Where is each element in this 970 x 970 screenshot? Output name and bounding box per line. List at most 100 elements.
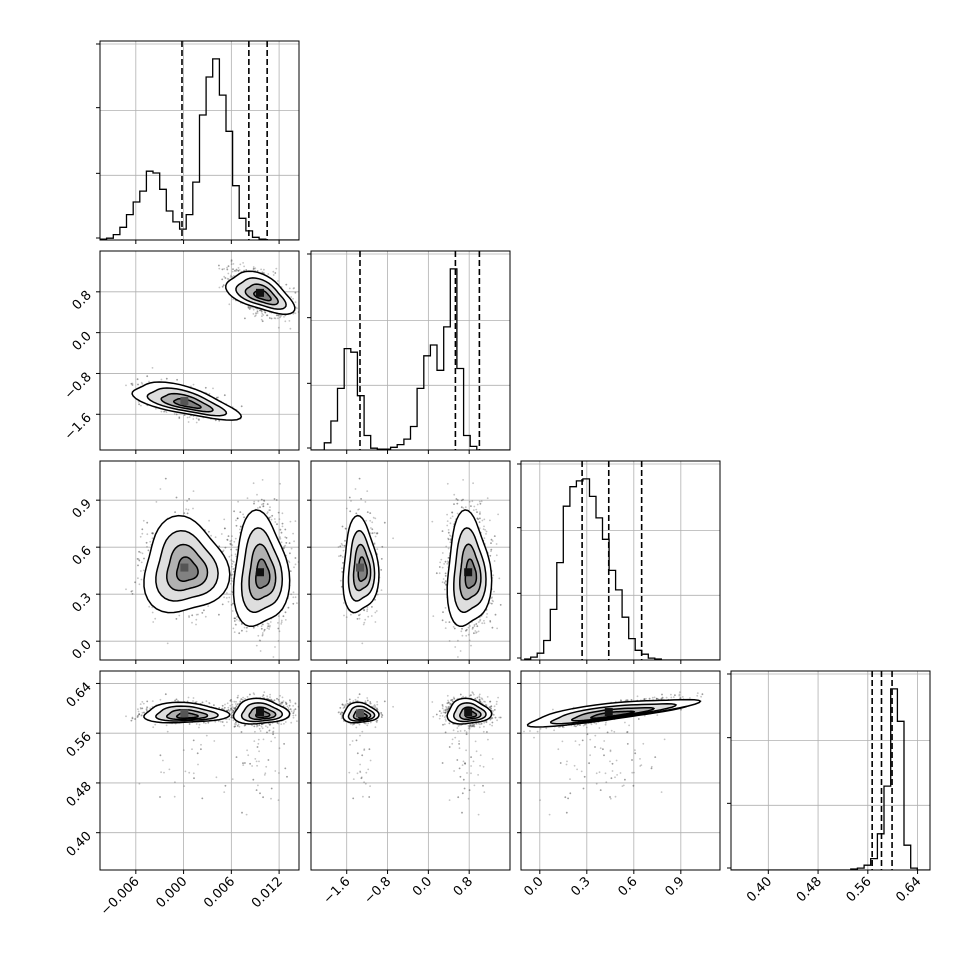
sample-point bbox=[192, 383, 195, 386]
sample-point bbox=[259, 506, 261, 509]
sample-point bbox=[233, 269, 236, 272]
sample-point bbox=[269, 621, 272, 623]
sample-point bbox=[233, 631, 236, 633]
sample-point bbox=[183, 512, 186, 514]
sample-point bbox=[204, 615, 207, 618]
sample-point bbox=[140, 561, 143, 564]
sample-point bbox=[277, 627, 280, 630]
sample-point bbox=[229, 540, 232, 543]
sample-point bbox=[136, 378, 139, 381]
sample-point bbox=[266, 512, 268, 515]
sample-point bbox=[264, 311, 267, 314]
sample-point bbox=[192, 507, 194, 510]
sample-point bbox=[138, 403, 141, 406]
sample-point bbox=[140, 578, 143, 581]
sample-point bbox=[218, 267, 221, 270]
sample-point bbox=[232, 568, 235, 570]
sample-point bbox=[139, 535, 142, 538]
sample-point bbox=[268, 509, 271, 511]
sample-point bbox=[259, 309, 262, 311]
sample-point bbox=[230, 579, 233, 582]
sample-point bbox=[131, 382, 134, 385]
sample-point bbox=[188, 615, 190, 617]
sample-point bbox=[287, 606, 290, 609]
sample-point bbox=[269, 506, 271, 509]
sample-point bbox=[272, 274, 275, 276]
sample-point bbox=[261, 633, 264, 636]
sample-point bbox=[236, 615, 238, 618]
sample-point bbox=[292, 591, 295, 594]
sample-point bbox=[259, 639, 262, 642]
corner-plot-root: −1.6−0.80.00.80.00.30.60.9−0.006 0.000 0.0… bbox=[62, 40, 931, 919]
sample-point bbox=[254, 267, 257, 270]
sample-point bbox=[246, 497, 249, 500]
sample-point bbox=[232, 298, 235, 301]
sample-point bbox=[294, 563, 297, 566]
sample-point bbox=[245, 269, 248, 271]
sample-point bbox=[242, 262, 245, 264]
sample-point bbox=[221, 285, 224, 288]
sample-point bbox=[252, 267, 255, 270]
sample-point bbox=[185, 508, 188, 510]
sample-point bbox=[232, 268, 234, 271]
sample-point bbox=[290, 593, 293, 596]
sample-point bbox=[285, 283, 288, 286]
sample-point bbox=[293, 287, 295, 289]
sample-point bbox=[130, 382, 133, 385]
sample-point bbox=[281, 512, 284, 515]
sample-point bbox=[294, 301, 297, 304]
sample-point bbox=[252, 306, 254, 309]
sample-point bbox=[235, 519, 237, 522]
sample-point bbox=[260, 318, 263, 321]
sample-point bbox=[214, 419, 217, 422]
contour-level bbox=[225, 270, 296, 315]
sample-point bbox=[223, 268, 226, 270]
panel-content bbox=[100, 461, 299, 660]
sample-point bbox=[292, 287, 295, 290]
sample-point bbox=[274, 317, 277, 320]
sample-point bbox=[237, 270, 240, 272]
sample-point bbox=[247, 306, 250, 309]
sample-point bbox=[232, 268, 234, 271]
sample-point bbox=[283, 316, 285, 318]
sample-point bbox=[175, 413, 178, 416]
sample-point bbox=[204, 386, 207, 389]
sample-point bbox=[163, 410, 166, 413]
sample-point bbox=[260, 268, 262, 271]
sample-point bbox=[222, 284, 225, 287]
sample-point bbox=[294, 291, 297, 294]
sample-point bbox=[262, 505, 265, 507]
sample-point bbox=[233, 269, 236, 272]
sample-point bbox=[137, 564, 139, 567]
sample-point bbox=[261, 479, 264, 481]
sample-point bbox=[221, 278, 224, 281]
sample-point bbox=[252, 626, 255, 629]
sample-point bbox=[235, 270, 237, 272]
sample-point bbox=[223, 394, 226, 397]
sample-point bbox=[141, 528, 144, 531]
sample-point bbox=[142, 569, 145, 572]
sample-point bbox=[262, 502, 265, 505]
sample-point bbox=[261, 320, 264, 323]
sample-point bbox=[249, 306, 252, 309]
sample-point bbox=[186, 500, 189, 502]
sample-point bbox=[146, 375, 149, 378]
sample-point bbox=[255, 312, 257, 315]
sample-point bbox=[192, 490, 195, 492]
sample-point bbox=[273, 317, 276, 320]
sample-point bbox=[155, 407, 157, 410]
sample-point bbox=[151, 532, 154, 535]
sample-point bbox=[227, 278, 230, 281]
sample-point bbox=[273, 518, 276, 520]
sample-point bbox=[294, 291, 297, 294]
sample-point bbox=[226, 277, 229, 280]
sample-point bbox=[289, 520, 292, 523]
sample-point bbox=[210, 534, 213, 537]
sample-point bbox=[187, 421, 190, 423]
sample-point bbox=[140, 570, 142, 572]
sample-point bbox=[195, 623, 197, 626]
sample-point bbox=[138, 583, 141, 586]
sample-point bbox=[264, 311, 267, 314]
panel-content bbox=[311, 251, 510, 450]
sample-point bbox=[234, 553, 237, 556]
